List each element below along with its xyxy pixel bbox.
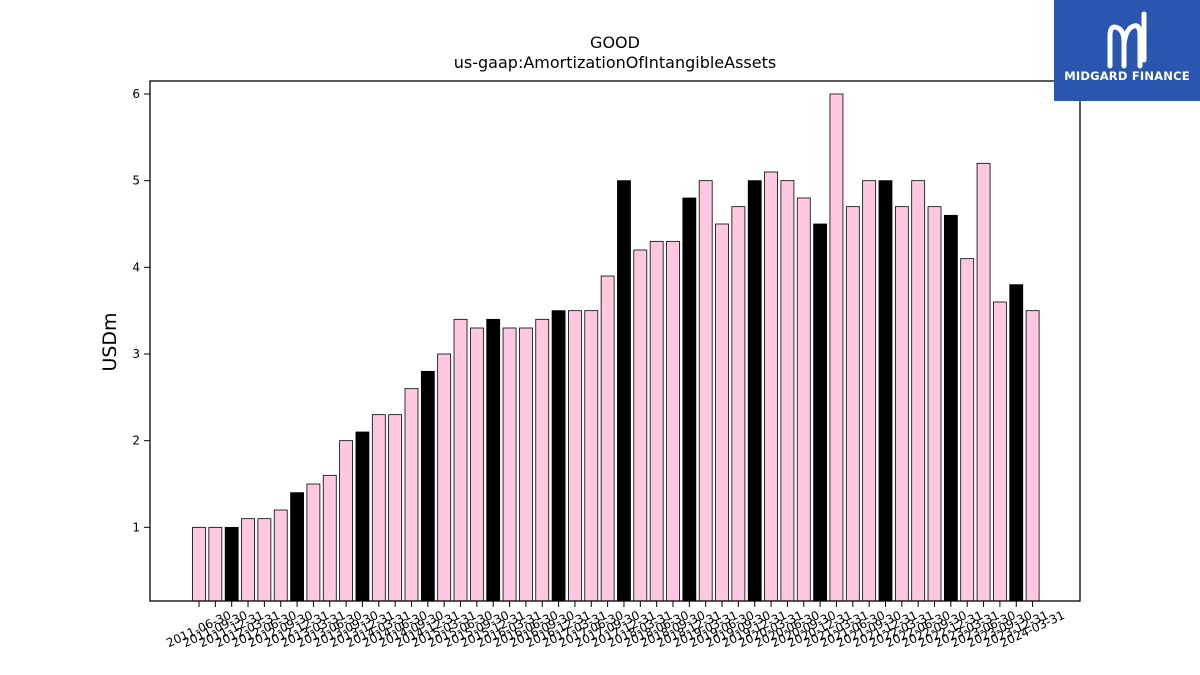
bar-2013-06-30	[322, 474, 337, 602]
y-tick-label: 2	[132, 434, 140, 448]
bar-2017-12-31	[617, 180, 631, 602]
chart-title: GOOD	[590, 33, 640, 52]
bar-2020-12-31	[813, 223, 828, 602]
bar-2022-12-31	[943, 214, 958, 602]
bar-2023-09-30	[993, 301, 1007, 602]
bar-2019-06-30	[715, 223, 729, 602]
bar-2021-06-30	[845, 206, 860, 602]
bar-2022-09-30	[927, 206, 942, 602]
bar-2016-03-31	[502, 327, 517, 602]
bar-2014-12-31	[420, 370, 435, 602]
bar-2011-09-30	[208, 526, 223, 602]
bar-2016-09-30	[535, 318, 550, 602]
y-axis-label: USDm	[99, 312, 121, 371]
bar-2014-09-30	[404, 388, 419, 602]
bar-2019-03-31	[698, 180, 713, 602]
bar-2012-09-30	[273, 509, 288, 602]
logo-text: MIDGARD FINANCE	[1064, 69, 1190, 83]
midgard-m-icon	[1107, 11, 1147, 69]
x-axis-ticks: 2011-06-302011-09-302011-12-312012-03-31…	[164, 601, 1067, 650]
bar-2015-06-30	[453, 318, 468, 602]
bar-2021-12-31	[878, 180, 893, 602]
bar-2021-09-30	[862, 180, 877, 602]
bar-2018-06-30	[649, 240, 664, 602]
y-tick-label: 5	[132, 174, 140, 188]
y-tick-label: 6	[132, 87, 140, 101]
y-tick-label: 3	[132, 347, 140, 361]
bar-2013-09-30	[339, 440, 354, 602]
y-axis-ticks: 1 2 3 4 5 6	[132, 87, 150, 534]
bar-2016-06-30	[519, 327, 533, 602]
bar-2012-03-31	[241, 518, 255, 602]
bar-2012-12-31	[290, 492, 304, 602]
bar-2018-09-30	[666, 240, 680, 602]
bar-2011-12-31	[224, 526, 239, 602]
bar-2023-03-31	[960, 258, 975, 602]
bar-2020-09-30	[796, 197, 811, 602]
bar-2022-06-30	[911, 180, 926, 602]
y-tick-label: 4	[132, 260, 140, 274]
bar-2023-06-30	[976, 162, 991, 602]
midgard-finance-logo: MIDGARD FINANCE	[1054, 0, 1200, 101]
bar-2019-09-30	[731, 206, 746, 602]
bar-2015-12-31	[486, 318, 501, 602]
y-tick-label: 1	[132, 520, 140, 534]
bar-2015-03-31	[437, 353, 452, 602]
bar-2017-03-31	[568, 310, 582, 602]
bar-2017-09-30	[600, 275, 615, 602]
bar-2014-03-31	[371, 414, 386, 602]
bar-2012-06-30	[257, 518, 272, 602]
bar-2019-12-31	[747, 180, 762, 602]
bar-2018-03-31	[633, 249, 648, 602]
bar-2020-06-30	[780, 180, 795, 602]
bar-2020-03-31	[764, 171, 778, 602]
bars-group	[192, 93, 1040, 602]
bar-2021-03-31	[829, 93, 844, 602]
bar-2024-03-31	[1025, 310, 1040, 602]
bar-2017-06-30	[584, 310, 599, 602]
bar-2023-12-31	[1009, 284, 1024, 602]
plot-frame	[149, 80, 1081, 602]
bar-2018-12-31	[682, 197, 697, 602]
chart-subtitle: us-gaap:AmortizationOfIntangibleAssets	[454, 53, 776, 72]
bar-2011-06-30	[192, 526, 206, 602]
bar-2016-12-31	[551, 310, 566, 602]
bar-2014-06-30	[388, 414, 403, 602]
bar-2013-12-31	[355, 431, 370, 602]
bar-2013-03-31	[306, 483, 321, 602]
bar-2022-03-31	[894, 206, 909, 602]
bar-2015-09-30	[469, 327, 484, 602]
